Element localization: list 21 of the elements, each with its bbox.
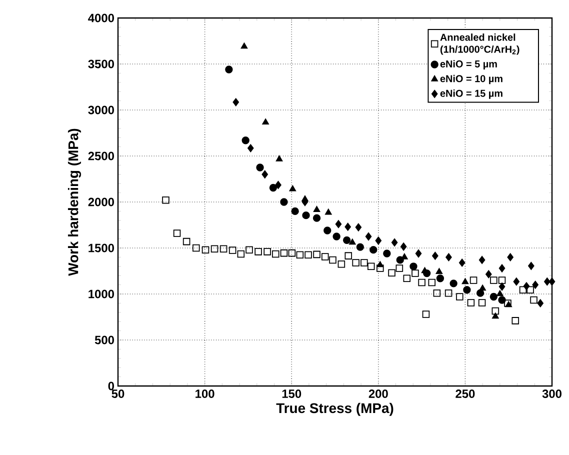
x-tick-label: 250 xyxy=(456,390,475,398)
x-tick-label: 200 xyxy=(368,390,388,398)
y-tick-label: 4000 xyxy=(88,14,114,22)
x-tick-label: 150 xyxy=(282,390,302,398)
y-tick-label: 3500 xyxy=(88,60,114,68)
x-tick-label: 300 xyxy=(542,390,562,398)
y-tick-label: 1000 xyxy=(88,290,114,298)
x-tick-label: 50 xyxy=(112,390,124,398)
y-tick-label: 500 xyxy=(94,336,114,344)
y-tick-label: 0 xyxy=(108,382,114,390)
x-tick-label: 100 xyxy=(196,390,214,398)
legend-label: eNiO = 15 µm xyxy=(440,90,502,99)
y-tick-label: 3000 xyxy=(88,106,114,114)
legend-label: eNiO = 10 µm xyxy=(440,74,502,84)
y-axis-title: Work hardening (MPa) xyxy=(68,128,82,276)
legend-label: Annealed nickel (1h/1000°C/ArH$_{2}$) xyxy=(440,34,520,55)
x-axis-title: True Stress (MPa) xyxy=(276,402,394,416)
y-tick-label: 2500 xyxy=(88,152,114,160)
y-tick-label: 2000 xyxy=(88,198,114,206)
legend-label: eNiO = 5 µm xyxy=(440,60,497,70)
y-tick-label: 1500 xyxy=(88,244,114,252)
